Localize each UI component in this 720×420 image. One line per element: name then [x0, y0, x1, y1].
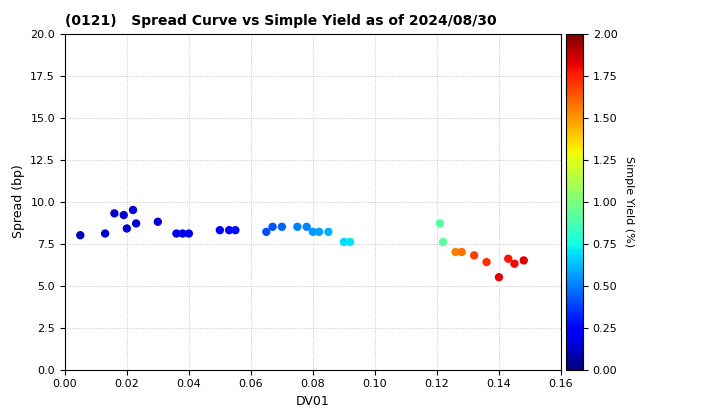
Point — [307, 228, 319, 235]
Point — [313, 228, 325, 235]
Point — [127, 207, 139, 213]
Point — [276, 223, 287, 230]
Point — [171, 230, 182, 237]
Point — [109, 210, 120, 217]
X-axis label: DV01: DV01 — [296, 395, 330, 408]
Point — [481, 259, 492, 265]
Point — [183, 230, 194, 237]
Point — [437, 239, 449, 245]
Y-axis label: Simple Yield (%): Simple Yield (%) — [624, 156, 634, 247]
Point — [344, 239, 356, 245]
Point — [214, 227, 225, 234]
Point — [223, 227, 235, 234]
Point — [503, 255, 514, 262]
Point — [130, 220, 142, 227]
Point — [75, 232, 86, 239]
Point — [493, 274, 505, 281]
Point — [509, 260, 521, 267]
Point — [99, 230, 111, 237]
Point — [469, 252, 480, 259]
Point — [121, 225, 132, 232]
Point — [434, 220, 446, 227]
Point — [261, 228, 272, 235]
Point — [292, 223, 303, 230]
Text: (0121)   Spread Curve vs Simple Yield as of 2024/08/30: (0121) Spread Curve vs Simple Yield as o… — [65, 14, 496, 28]
Point — [301, 223, 312, 230]
Point — [338, 239, 350, 245]
Point — [118, 212, 130, 218]
Point — [450, 249, 462, 255]
Point — [267, 223, 279, 230]
Point — [518, 257, 529, 264]
Point — [456, 249, 467, 255]
Point — [230, 227, 241, 234]
Point — [152, 218, 163, 225]
Y-axis label: Spread (bp): Spread (bp) — [12, 165, 24, 239]
Point — [323, 228, 334, 235]
Point — [177, 230, 189, 237]
